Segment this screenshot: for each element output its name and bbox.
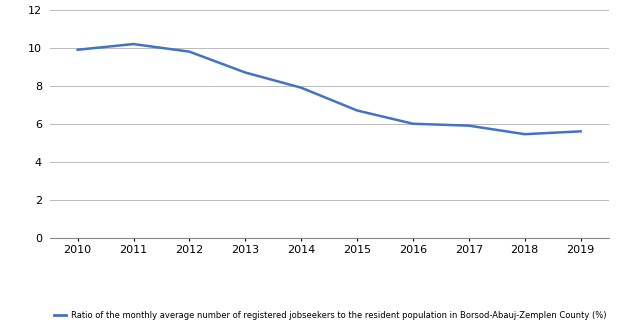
Legend: Ratio of the monthly average number of registered jobseekers to the resident pop: Ratio of the monthly average number of r… — [54, 311, 606, 320]
